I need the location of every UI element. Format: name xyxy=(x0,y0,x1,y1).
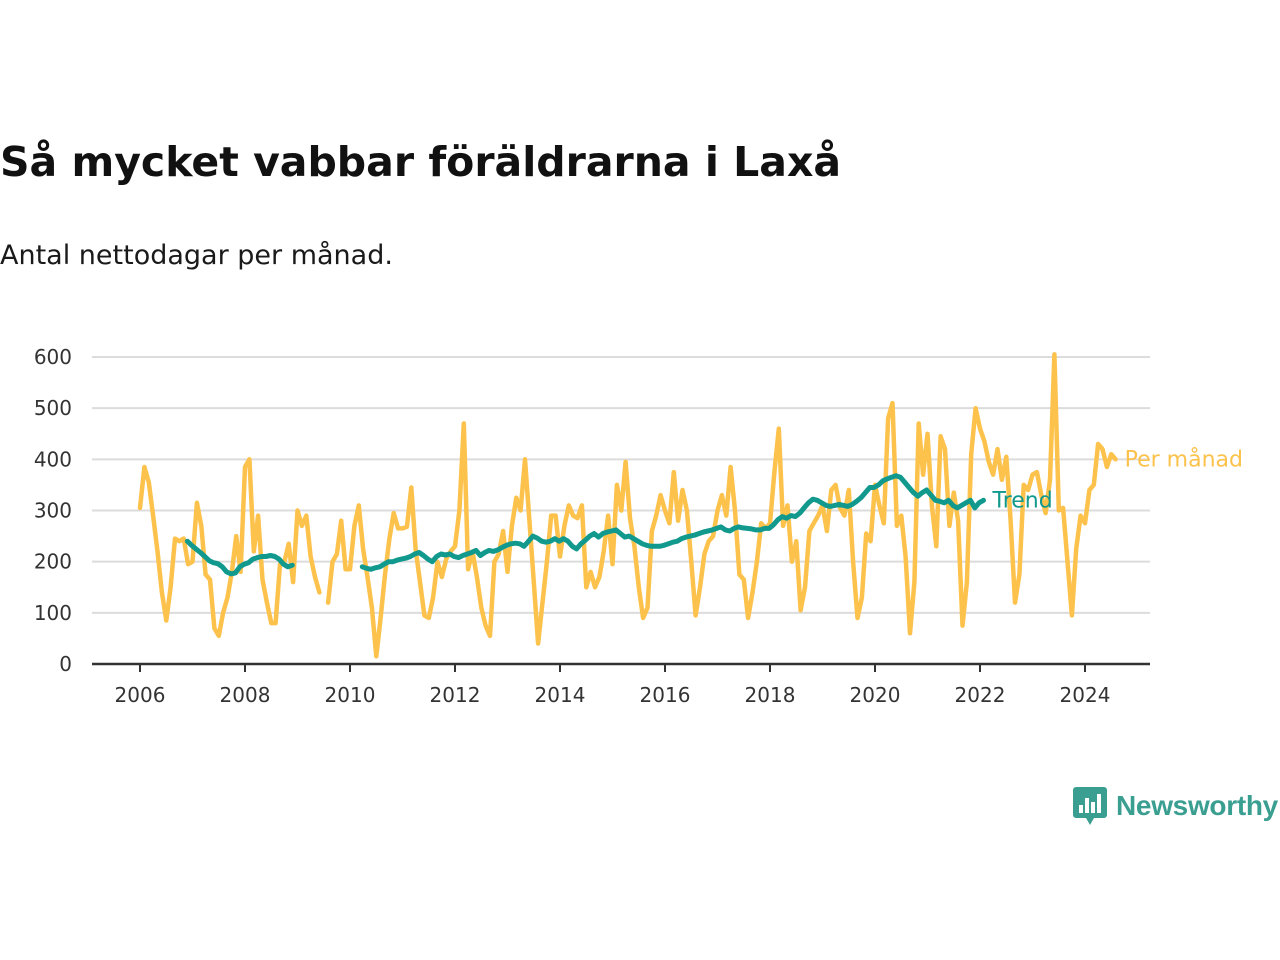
x-tick-label: 2020 xyxy=(850,683,901,707)
x-tick-label: 2010 xyxy=(325,683,376,707)
y-tick-label: 300 xyxy=(34,499,72,523)
newsworthy-logo-icon xyxy=(1073,787,1107,825)
x-axis: 2006 2008 2010 2012 2014 2016 2018 2020 2022 2024 xyxy=(92,662,1150,707)
x-tick-label: 2008 xyxy=(220,683,271,707)
y-tick-label: 400 xyxy=(34,447,72,471)
y-tick-label: 0 xyxy=(59,652,72,676)
series-line-trend xyxy=(184,473,986,577)
page-subtitle: Antal nettodagar per månad. xyxy=(0,240,393,271)
x-tick-label: 2012 xyxy=(430,683,481,707)
x-tick-label: 2024 xyxy=(1060,683,1111,707)
newsworthy-brand[interactable]: Newsworthy xyxy=(1072,784,1278,828)
x-tick-label: 2014 xyxy=(535,683,586,707)
brand-name: Newsworthy xyxy=(1116,790,1278,821)
y-tick-label: 600 xyxy=(34,345,72,369)
series-end-label-trend: Trend xyxy=(992,488,1053,513)
x-tick-label: 2018 xyxy=(745,683,796,707)
series-lines xyxy=(137,352,1118,659)
y-tick-label: 100 xyxy=(34,601,72,625)
x-tick-label: 2016 xyxy=(640,683,691,707)
series-labels: Per månad Trend xyxy=(992,446,1243,513)
x-tick-label: 2006 xyxy=(115,683,166,707)
series-end-label-per-manad: Per månad xyxy=(1125,446,1243,472)
series-line-per-manad xyxy=(137,352,1118,659)
page-title: Så mycket vabbar föräldrarna i Laxå xyxy=(0,138,842,186)
y-tick-label: 500 xyxy=(34,396,72,420)
y-tick-label: 200 xyxy=(34,550,72,574)
x-tick-label: 2022 xyxy=(955,683,1006,707)
y-axis: 0 100 200 300 400 500 600 xyxy=(34,345,72,676)
